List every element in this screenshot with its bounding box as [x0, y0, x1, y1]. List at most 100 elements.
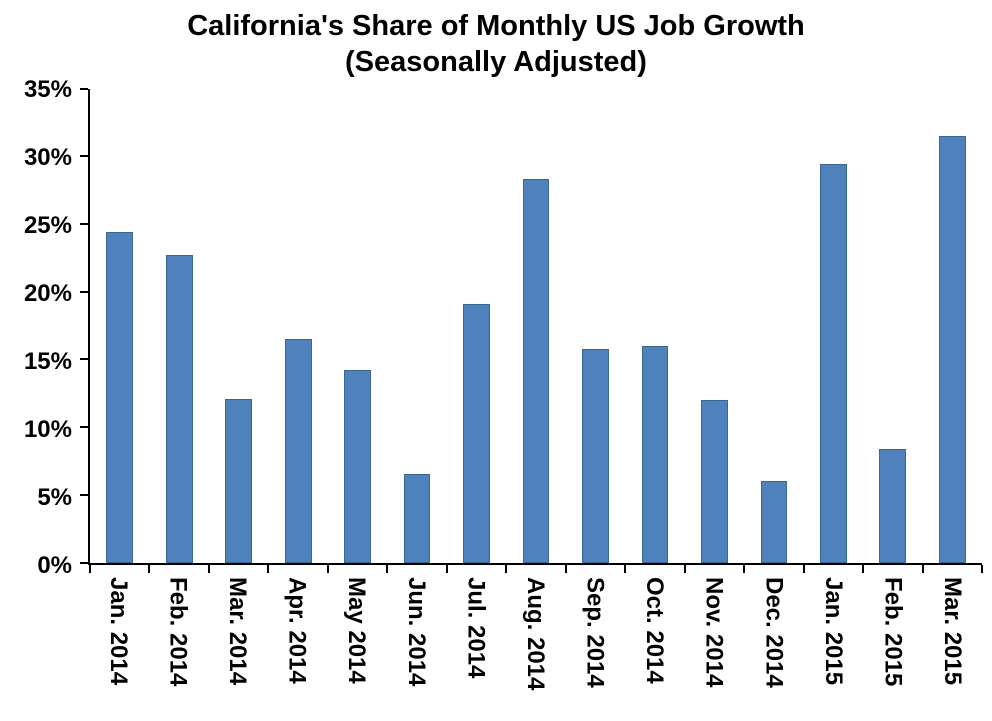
x-tick-label: May 2014 — [343, 576, 371, 684]
plot-area — [80, 87, 983, 573]
x-label-slot: Nov. 2014 — [684, 577, 744, 721]
x-label-slot: Sep. 2014 — [565, 577, 625, 721]
x-axis-labels: Jan. 2014 Feb. 2014 Mar. 2014 Apr. 2014 May … — [88, 565, 982, 721]
x-axis-tick — [862, 564, 865, 573]
x-label-slot: Jun. 2014 — [386, 577, 446, 721]
bar-slot — [625, 89, 684, 563]
y-axis-labels: 0% 5% 10% 15% 20% 25% 30% 35% — [0, 77, 88, 577]
bar-slot — [149, 89, 208, 563]
bar — [463, 303, 490, 563]
x-label-slot: Dec. 2014 — [744, 577, 804, 721]
x-label-slot: Jul. 2014 — [446, 577, 506, 721]
x-axis-tick — [505, 564, 508, 573]
chart-title-line2: (Seasonally Adjusted) — [345, 46, 647, 79]
bar-slot — [744, 89, 803, 563]
bar-slot — [804, 89, 863, 563]
bar-slot — [90, 89, 149, 563]
x-axis-tick — [207, 564, 210, 573]
bar — [938, 135, 966, 563]
y-axis-tick — [80, 561, 88, 564]
bar — [106, 232, 134, 563]
x-tick-label: Nov. 2014 — [700, 576, 728, 687]
bar-slot — [685, 89, 744, 563]
bar — [403, 474, 431, 563]
x-axis-tick — [148, 564, 151, 573]
chart-title: California's Share of Monthly US Job Gro… — [0, 0, 992, 81]
y-tick-label: 0% — [37, 551, 72, 579]
y-axis-tick — [80, 155, 88, 158]
x-label-slot: Apr. 2014 — [267, 577, 327, 721]
bar — [582, 348, 609, 563]
x-axis-tick — [267, 564, 270, 573]
x-axis-tick — [564, 564, 567, 573]
x-tick-label: Mar. 2015 — [939, 576, 967, 685]
bar — [165, 255, 193, 563]
y-axis-tick — [80, 358, 88, 361]
bar — [225, 398, 253, 563]
bar — [641, 345, 669, 563]
x-tick-label: Jan. 2015 — [819, 576, 847, 685]
y-tick-label: 20% — [23, 279, 72, 307]
bar — [701, 400, 728, 563]
x-axis-tick — [89, 564, 91, 573]
bar-slot — [863, 89, 922, 563]
y-axis-tick — [80, 290, 88, 293]
x-tick-label: Aug. 2014 — [521, 576, 549, 690]
y-tick-label: 25% — [23, 211, 72, 239]
x-axis-tick — [921, 564, 924, 573]
y-tick-label: 10% — [23, 415, 72, 443]
bar-slot — [923, 89, 982, 563]
bar-slot — [447, 89, 506, 563]
x-axis-tick — [386, 564, 389, 573]
bar-slot — [209, 89, 268, 563]
bar-slot — [566, 89, 625, 563]
x-axis-tick — [683, 564, 686, 573]
x-label-slot: Jan. 2014 — [88, 577, 148, 721]
x-tick-label: Sep. 2014 — [581, 576, 609, 688]
x-axis-tick — [743, 564, 746, 573]
x-tick-label: Feb. 2014 — [164, 576, 192, 686]
x-label-slot: Jan. 2015 — [803, 577, 863, 721]
x-tick-label: Jul. 2014 — [462, 576, 490, 678]
x-tick-label: Feb. 2015 — [879, 576, 907, 686]
y-tick-label: 5% — [37, 483, 72, 511]
x-label-slot: May 2014 — [326, 577, 386, 721]
x-tick-label: Apr. 2014 — [283, 576, 311, 684]
x-axis-tick — [326, 564, 329, 573]
chart-title-line1: California's Share of Monthly US Job Gro… — [187, 10, 805, 42]
bar-slot — [387, 89, 446, 563]
y-tick-label: 35% — [23, 75, 72, 103]
x-axis-tick — [624, 564, 627, 573]
x-tick-label: Oct. 2014 — [641, 576, 669, 684]
bar-slot — [268, 89, 327, 563]
x-label-slot: Mar. 2014 — [207, 577, 267, 721]
bar — [284, 339, 312, 563]
y-axis-tick — [80, 87, 88, 90]
y-tick-label: 15% — [23, 347, 72, 375]
x-label-slot: Mar. 2015 — [922, 577, 982, 721]
bar — [344, 370, 371, 563]
bar — [522, 179, 550, 563]
y-axis-tick — [80, 426, 88, 429]
bar-slot — [506, 89, 565, 563]
x-label-slot: Oct. 2014 — [624, 577, 684, 721]
x-label-slot: Feb. 2015 — [863, 577, 923, 721]
bar — [760, 481, 788, 563]
bar — [819, 164, 847, 563]
x-label-slot: Feb. 2014 — [148, 577, 208, 721]
y-axis-tick — [80, 493, 88, 496]
x-label-slot: Aug. 2014 — [505, 577, 565, 721]
plot-region: 0% 5% 10% 15% 20% 25% 30% 35% Jan. 2014 Feb. 201… — [0, 77, 992, 721]
bar-slot — [328, 89, 387, 563]
x-tick-label: Dec. 2014 — [760, 576, 788, 688]
y-axis-tick — [80, 222, 88, 225]
y-tick-label: 30% — [23, 143, 72, 171]
x-axis-tick — [981, 564, 983, 573]
x-axis-tick — [445, 564, 448, 573]
bar — [879, 448, 907, 563]
x-tick-label: Jun. 2014 — [402, 576, 430, 686]
x-tick-label: Jan. 2014 — [104, 576, 132, 685]
x-axis-tick — [802, 564, 805, 573]
x-tick-label: Mar. 2014 — [223, 576, 251, 685]
